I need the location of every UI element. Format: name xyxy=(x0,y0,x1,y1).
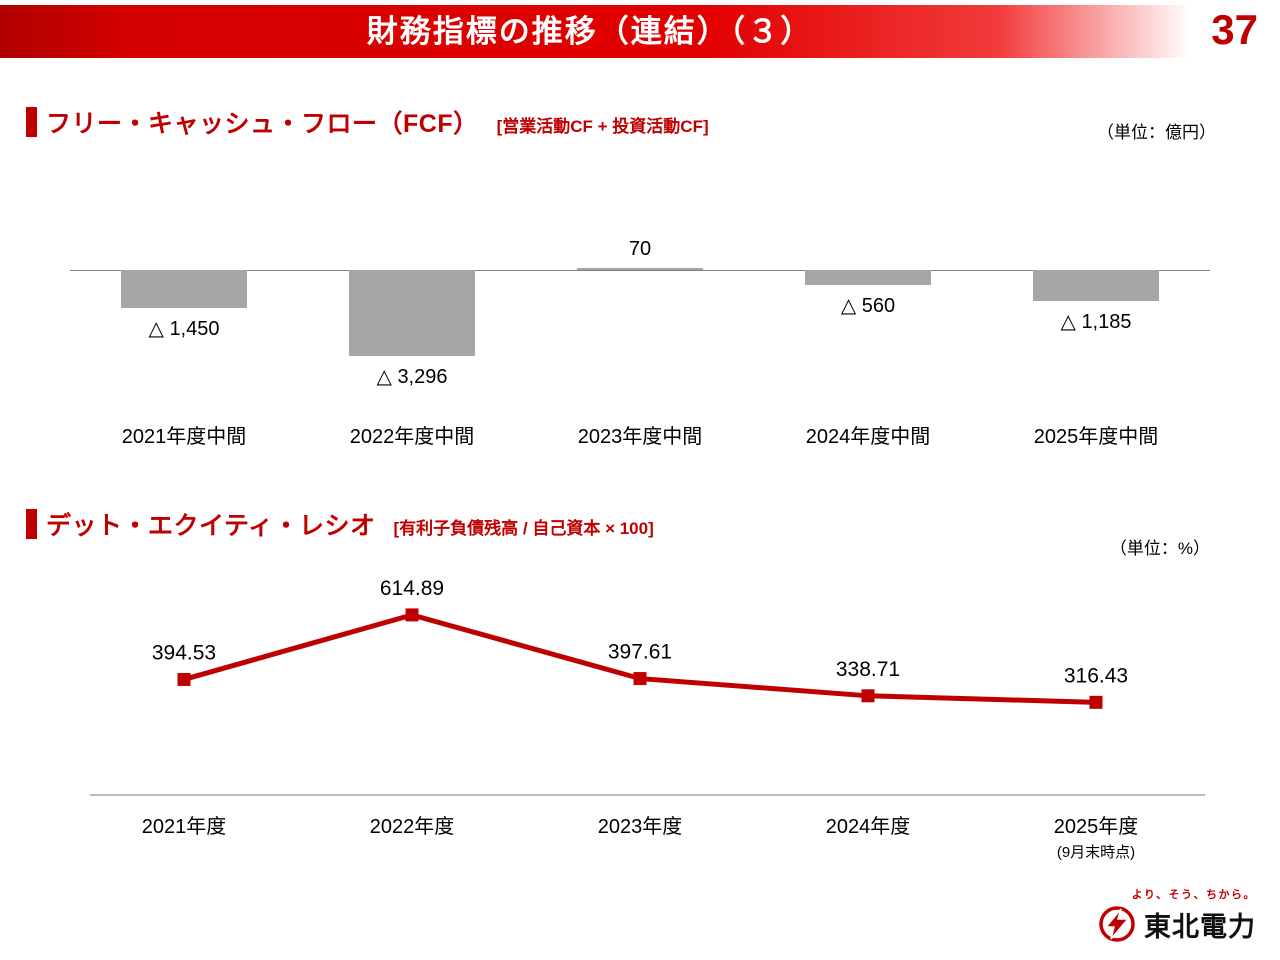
fcf-section-title: フリー・キャッシュ・フロー（FCF） xyxy=(46,110,479,138)
company-logo: より、そう、ちから。 東北電力 xyxy=(1097,886,1256,944)
page-number: 37 xyxy=(1211,6,1258,53)
der-category-year: 2021年度 xyxy=(141,816,227,838)
fcf-bar xyxy=(349,270,475,356)
der-category-year: 2024年度 xyxy=(825,816,911,838)
der-point-marker xyxy=(861,689,875,703)
fcf-formula: [営業活動CF + 投資活動CF] xyxy=(496,117,709,136)
der-section-title: デット・エクイティ・レシオ xyxy=(46,512,376,540)
der-point-marker xyxy=(405,608,419,622)
der-value-label: 397.61 xyxy=(608,641,672,664)
der-point-marker xyxy=(1089,695,1103,709)
der-point-marker xyxy=(633,672,647,686)
fcf-category-label: 2024年度中間 xyxy=(805,426,931,448)
der-formula: [有利子負債残高 / 自己資本 × 100] xyxy=(393,519,654,538)
fcf-bar-chart: △ 1,450 △ 3,296 70 △ 560 △ 1,185 xyxy=(70,228,1210,408)
der-category-label: 2022年度 xyxy=(298,810,526,862)
der-line-chart: 394.53 614.89 397.61 338.71 316.43 xyxy=(90,577,1205,796)
der-category-sublabel: (9月末時点) xyxy=(1056,844,1136,861)
fcf-category-label: 2021年度中間 xyxy=(121,426,247,448)
fcf-bar xyxy=(577,268,703,270)
fcf-category-axis: 2021年度中間 2022年度中間 2023年度中間 2024年度中間 2025年度中間 xyxy=(70,420,1210,449)
title-bar: 財務指標の推移（連結）（３） xyxy=(0,5,1280,58)
der-category-year: 2022年度 xyxy=(369,816,455,838)
company-name: 東北電力 xyxy=(1144,911,1256,942)
der-point-marker xyxy=(177,672,191,686)
fcf-bar-value-label: △ 1,450 xyxy=(148,317,220,340)
lightning-circle-icon xyxy=(1099,906,1135,942)
der-category-label: 2025年度 (9月末時点) xyxy=(982,810,1210,862)
fcf-bar xyxy=(1033,270,1159,301)
der-category-label: 2024年度 xyxy=(754,810,982,862)
fcf-category-label: 2023年度中間 xyxy=(577,426,703,448)
fcf-unit-label: （単位：億円） xyxy=(1097,123,1216,142)
fcf-bar-value-label: 70 xyxy=(628,238,652,260)
der-category-label: 2023年度 xyxy=(526,810,754,862)
fcf-bar-value-label: △ 3,296 xyxy=(376,365,448,388)
fcf-category-label: 2025年度中間 xyxy=(1033,426,1159,448)
fcf-section-heading: フリー・キャッシュ・フロー（FCF） [営業活動CF + 投資活動CF] xyxy=(26,104,709,140)
red-block-marker xyxy=(26,107,37,137)
fcf-bar-value-label: △ 560 xyxy=(840,294,896,317)
fcf-bar xyxy=(121,270,247,308)
der-category-year: 2023年度 xyxy=(597,816,683,838)
red-block-marker xyxy=(26,509,37,539)
der-category-year: 2025年度 xyxy=(1053,816,1139,838)
fcf-category-label: 2022年度中間 xyxy=(349,426,475,448)
der-unit-label: （単位：%） xyxy=(1109,539,1210,558)
der-category-axis: 2021年度 2022年度 2023年度 2024年度 2025年度 (9月末時点) xyxy=(70,810,1210,862)
fcf-bar-value-label: △ 1,185 xyxy=(1060,310,1132,333)
fcf-zero-line xyxy=(70,270,1210,271)
fcf-bar xyxy=(805,270,931,285)
page-title: 財務指標の推移（連結）（３） xyxy=(366,14,814,49)
company-tagline: より、そう、ちから。 xyxy=(1131,889,1256,901)
der-value-label: 394.53 xyxy=(152,641,216,664)
der-value-label: 614.89 xyxy=(380,577,444,600)
der-value-label: 316.43 xyxy=(1064,664,1128,687)
der-section-heading: デット・エクイティ・レシオ [有利子負債残高 / 自己資本 × 100] xyxy=(26,506,654,542)
der-value-label: 338.71 xyxy=(836,658,900,681)
der-category-label: 2021年度 xyxy=(70,810,298,862)
